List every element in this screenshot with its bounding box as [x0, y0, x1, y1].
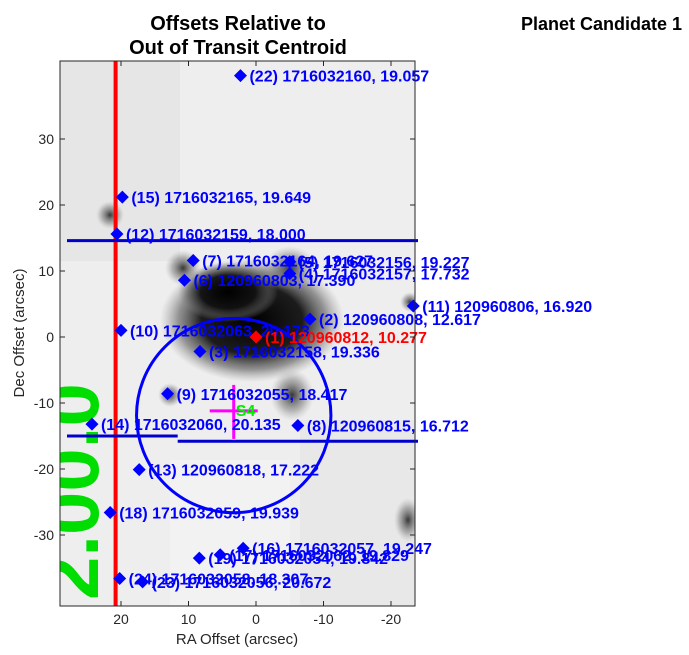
star-marker-7	[406, 299, 420, 313]
star-marker-4	[283, 255, 297, 269]
star-marker-5	[283, 267, 297, 281]
star-label-1: (15) 1716032165, 19.649	[131, 190, 311, 207]
x-tick-label-3: -10	[313, 611, 333, 627]
axis-ticks: 20 10 0 -10 -20 30 20 10 0 -10 -20 -30	[34, 61, 415, 627]
x-axis-label: RA Offset (arcsec)	[176, 631, 298, 648]
star-marker-3	[186, 253, 200, 267]
star-label-21: (23) 1716032056, 20.672	[152, 575, 332, 592]
star-label-18: (17) 1716032062, 19.829	[229, 548, 409, 565]
star-marker-17	[236, 541, 250, 555]
y-tick-label-1: 20	[38, 197, 54, 213]
centroid-label: S4	[236, 403, 256, 420]
star-label-13: (8) 120960815, 16.712	[307, 418, 469, 435]
star-label-10: (1) 120960812, 10.277	[265, 330, 427, 347]
star-label-9: (10) 1716032063, 20.173	[130, 323, 310, 340]
star-label-17: (16) 1716032057, 19.247	[252, 541, 432, 558]
star-label-11: (3) 1716032158, 19.336	[209, 345, 380, 362]
plot-overlay: S4 (22) 1716032160, 19.057 (15) 1716032165…	[67, 61, 592, 606]
star-label-7: (11) 120960806, 16.920	[422, 299, 592, 316]
star-marker-0	[233, 69, 247, 83]
star-label-2: (12) 1716032159, 18.000	[126, 227, 306, 244]
y-tick-label-2: 10	[38, 263, 54, 279]
star-marker-10	[249, 330, 263, 344]
y-tick-label-0: 30	[38, 131, 54, 147]
candidate-label: Planet Candidate 1	[521, 14, 682, 34]
star-marker-9	[114, 323, 128, 337]
star-marker-14	[85, 417, 99, 431]
star-marker-16	[103, 506, 117, 520]
star-label-8: (2) 120960808, 12.617	[319, 312, 481, 329]
star-label-20: (24) 1716032058, 18.307	[129, 572, 309, 589]
star-label-0: (22) 1716032160, 19.057	[249, 69, 429, 86]
star-marker-12	[161, 387, 175, 401]
chart-title-line1: Offsets Relative to	[150, 13, 326, 35]
star-label-6: (6) 120960803, 17.390	[193, 273, 355, 290]
star-marker-1	[115, 190, 129, 204]
star-marker-20	[113, 572, 127, 586]
chart-title-line2: Out of Transit Centroid	[129, 37, 347, 59]
star-marker-18	[213, 548, 227, 562]
star-label-12: (9) 1716032055, 18.417	[177, 387, 348, 404]
uncertainty-circle	[135, 316, 333, 515]
y-tick-label-6: -30	[34, 527, 54, 543]
star-marker-19	[192, 551, 206, 565]
x-tick-label-0: 20	[113, 611, 129, 627]
star-marker-6	[177, 273, 191, 287]
star-marker-21	[136, 575, 150, 589]
axes-frame	[59, 60, 416, 607]
y-tick-label-4: -10	[34, 395, 54, 411]
y-axis-label: Dec Offset (arcsec)	[11, 269, 28, 398]
aperture-overlay-text: 2.00.0	[27, 383, 115, 600]
star-label-14: (14) 1716032060, 20.135	[101, 417, 281, 434]
star-marker-11	[193, 345, 207, 359]
star-label-15: (13) 120960818, 17.222	[148, 463, 319, 480]
x-tick-label-1: 10	[181, 611, 197, 627]
star-marker-8	[303, 312, 317, 326]
star-label-5: (4) 1716032157, 17.732	[299, 267, 470, 284]
y-tick-label-5: -20	[34, 461, 54, 477]
x-tick-label-4: -20	[381, 611, 401, 627]
star-marker-2	[110, 227, 124, 241]
x-tick-label-2: 0	[252, 611, 260, 627]
star-label-19: (19) 1716032054, 19.842	[208, 551, 388, 568]
star-label-4: (5) 1716032156, 19.227	[299, 255, 470, 272]
star-label-16: (18) 1716032059, 19.939	[119, 506, 299, 523]
star-marker-13	[291, 418, 305, 432]
y-tick-label-3: 0	[46, 329, 54, 345]
star-marker-15	[132, 463, 146, 477]
